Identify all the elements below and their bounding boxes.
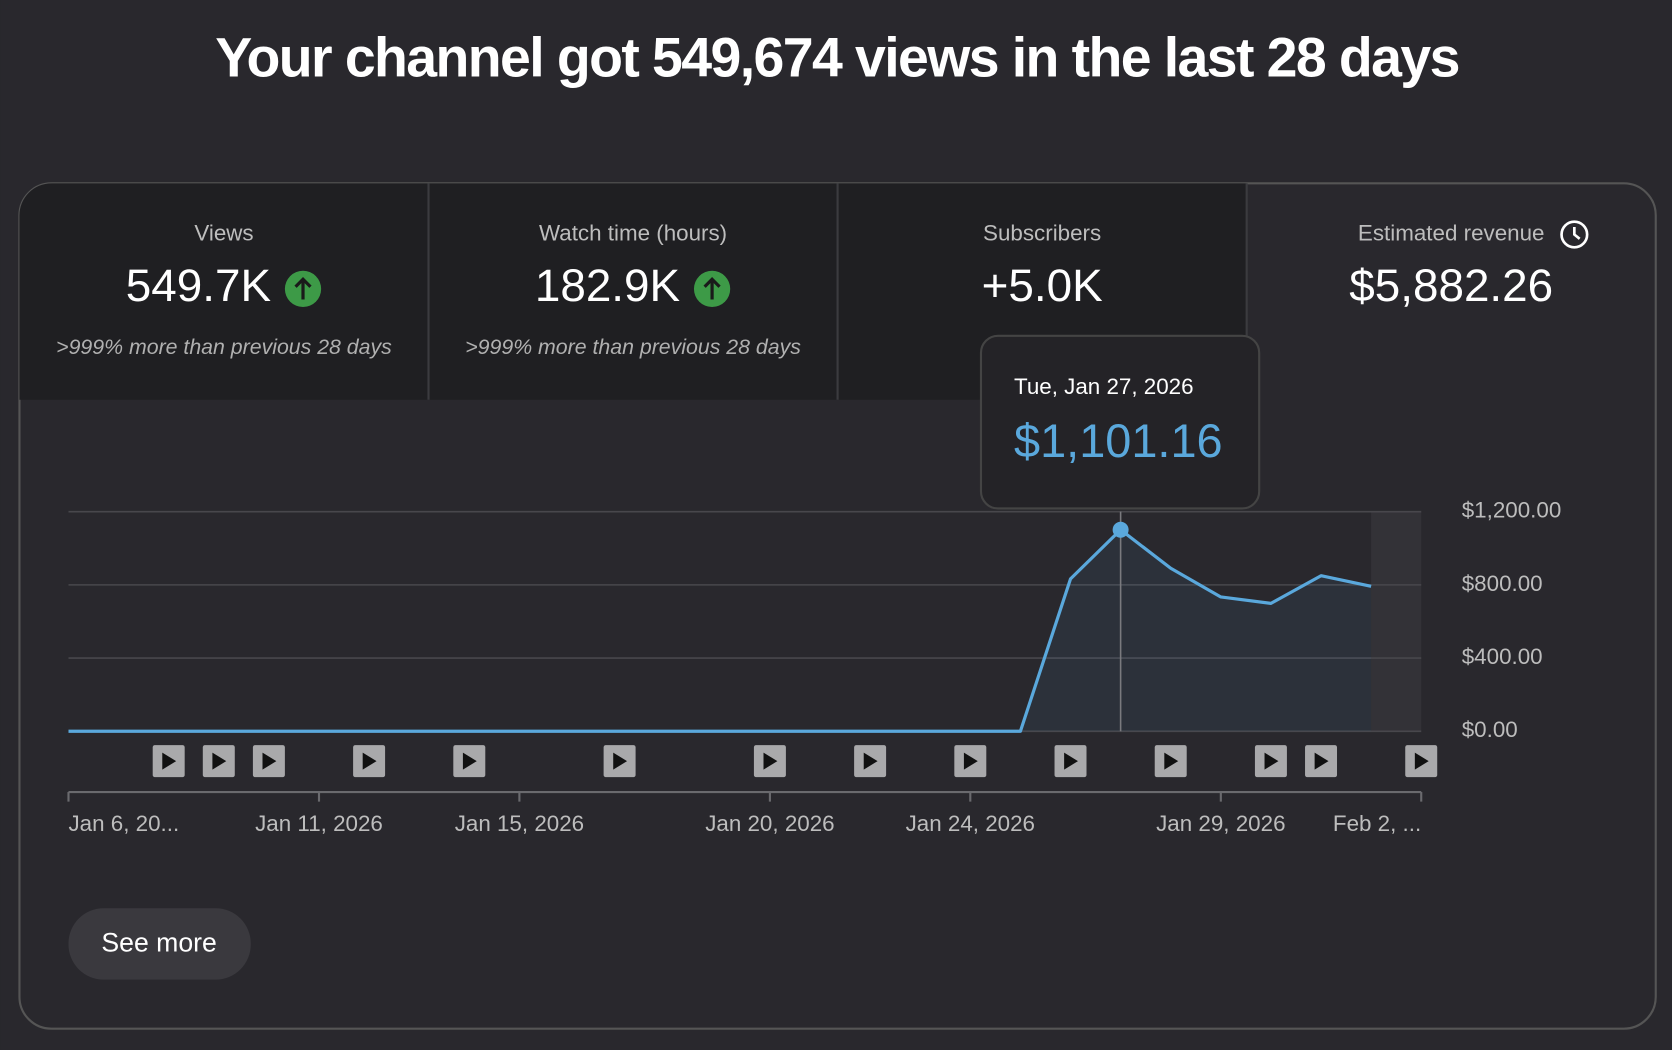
metric-label: Views [194, 220, 253, 245]
x-tick-label: Jan 11, 2026 [255, 811, 383, 836]
metric-value: +5.0K [982, 260, 1103, 311]
play-icon [1314, 752, 1329, 770]
play-icon [1264, 752, 1279, 770]
metric-label: Estimated revenue [1358, 220, 1545, 245]
x-tick-label: Feb 2, ... [1333, 811, 1421, 836]
incomplete-period [1371, 511, 1422, 732]
trend-arrow [703, 277, 721, 300]
metric-note: >999% more than previous 28 days [56, 335, 392, 359]
metric-label: Watch time (hours) [539, 220, 727, 245]
play-icon [613, 752, 628, 770]
play-icon [963, 752, 978, 770]
play-icon [1414, 752, 1429, 770]
play-icon [262, 752, 277, 770]
metric-note: >999% more than previous 28 days [465, 335, 801, 359]
y-tick-label: $1,200.00 [1462, 498, 1562, 523]
button-bg[interactable] [68, 908, 251, 980]
y-tick-label: $800.00 [1462, 571, 1543, 596]
clock-icon [1560, 220, 1589, 249]
hover-dot [1112, 521, 1129, 538]
page-title: Your channel got 549,674 views in the la… [215, 26, 1459, 88]
tooltip-value: $1,101.16 [1014, 415, 1223, 467]
play-icon [1064, 752, 1078, 770]
x-tick-label: Jan 29, 2026 [1156, 811, 1285, 836]
play-icon [863, 752, 878, 770]
metric-value: 549.7K [126, 260, 272, 311]
tab-bg[interactable] [428, 183, 838, 400]
x-tick-label: Jan 6, 20... [68, 811, 179, 836]
tab-bg[interactable] [19, 183, 429, 400]
area [68, 529, 1372, 732]
metric-value: 182.9K [535, 260, 681, 311]
y-tick-label: $0.00 [1462, 717, 1518, 742]
play-icon [1164, 752, 1179, 770]
x-tick-label: Jan 24, 2026 [906, 811, 1035, 836]
metric-label: Subscribers [983, 220, 1101, 245]
tooltip-date: Tue, Jan 27, 2026 [1014, 374, 1194, 399]
play-icon [212, 752, 227, 770]
x-tick-label: Jan 20, 2026 [705, 811, 834, 836]
play-icon [763, 752, 778, 770]
button-label[interactable]: See more [101, 927, 216, 957]
trend-arrow [294, 277, 312, 300]
line [68, 528, 1372, 733]
play-icon [362, 752, 377, 770]
tooltip [979, 334, 1261, 510]
clock-hands [1573, 227, 1581, 240]
y-tick-label: $400.00 [1462, 644, 1543, 669]
metric-value: $5,882.26 [1349, 260, 1553, 311]
see-more-button[interactable]: See more [68, 908, 251, 980]
play-icon [462, 752, 477, 770]
play-icon [162, 752, 177, 770]
x-tick-label: Jan 15, 2026 [455, 811, 584, 836]
